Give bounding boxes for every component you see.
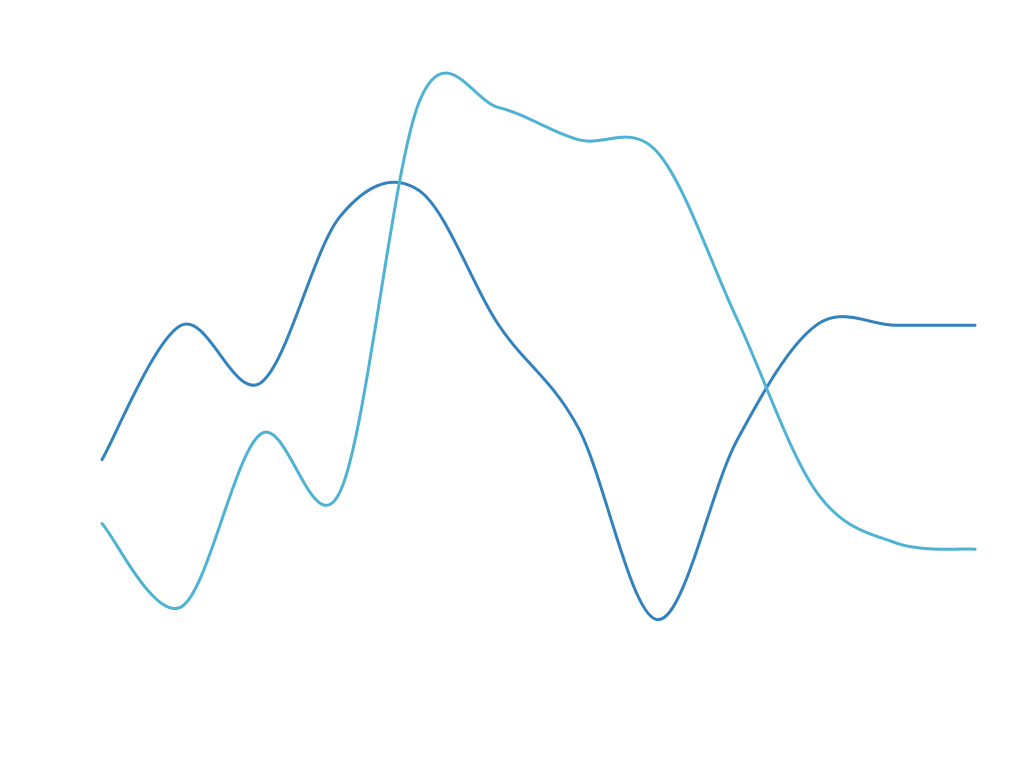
line-series: [100, 71, 977, 611]
line-series: [100, 180, 977, 622]
